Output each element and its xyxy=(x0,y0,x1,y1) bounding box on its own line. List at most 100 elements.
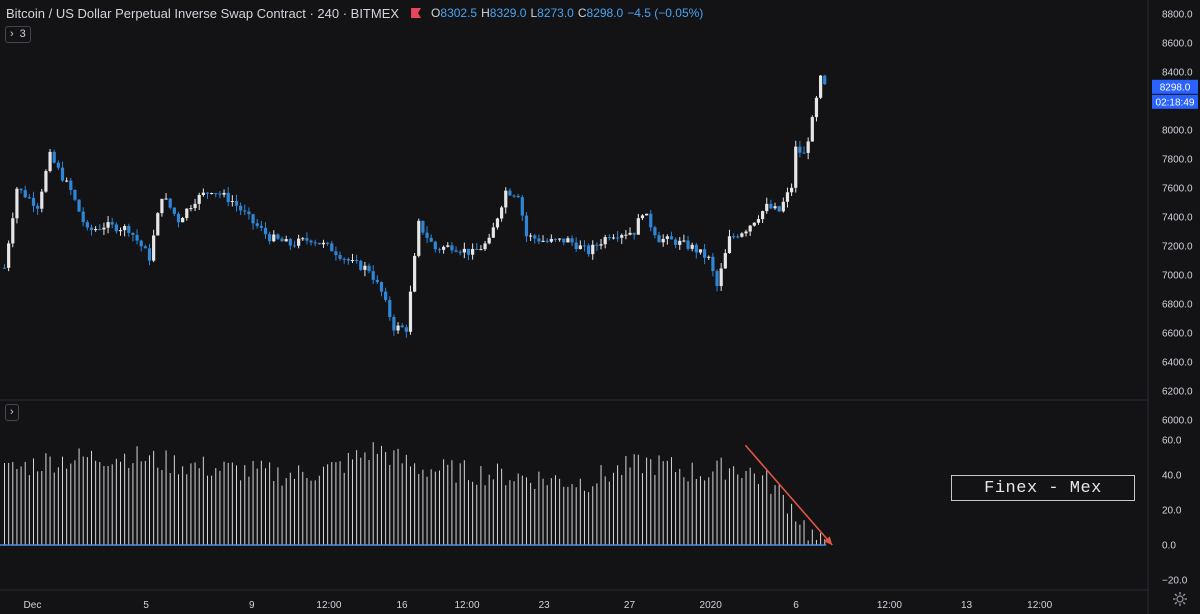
candle-body xyxy=(814,97,819,118)
candle-body xyxy=(562,238,566,243)
symbol-title[interactable]: Bitcoin / US Dollar Perpetual Inverse Sw… xyxy=(6,5,400,21)
price-tick-label: 7400.0 xyxy=(1162,213,1193,224)
candle-body xyxy=(678,240,682,245)
indicators-toggle-button[interactable]: › 3 xyxy=(5,26,31,43)
candle-body xyxy=(665,236,669,239)
price-tick-label: 8800.0 xyxy=(1162,10,1193,21)
candle-body xyxy=(2,267,7,269)
candle-body xyxy=(756,219,761,223)
candle-body xyxy=(785,192,790,202)
candle-body xyxy=(164,198,168,200)
candle-body xyxy=(417,220,421,256)
candle-body xyxy=(433,241,437,250)
candle-body xyxy=(65,180,69,182)
candle-body xyxy=(56,162,60,168)
candle-body xyxy=(342,258,346,260)
candle-body xyxy=(98,229,102,231)
candle-body xyxy=(446,245,450,247)
candle-body xyxy=(305,238,309,241)
candle-body xyxy=(603,237,607,245)
candle-body xyxy=(156,213,160,236)
candle-body xyxy=(483,243,487,250)
candle-body xyxy=(545,240,549,242)
price-tick-label: 7200.0 xyxy=(1162,242,1193,253)
candle-body xyxy=(239,205,243,211)
candle-body xyxy=(818,75,823,98)
candle-body xyxy=(276,234,280,239)
candle-body xyxy=(773,206,777,209)
flag-icon[interactable] xyxy=(411,8,422,18)
price-tick-label: 8400.0 xyxy=(1162,68,1193,79)
chart-header: Bitcoin / US Dollar Perpetual Inverse Sw… xyxy=(6,5,707,21)
trend-arrow-head xyxy=(823,536,833,545)
annotation-label[interactable]: Finex - Mex xyxy=(951,475,1135,501)
pane-toggle-button[interactable]: › xyxy=(5,404,19,421)
candle-body xyxy=(823,75,827,85)
chevron-right-icon: › xyxy=(10,406,14,418)
candle-body xyxy=(636,218,640,235)
candle-body xyxy=(292,245,297,247)
time-tick-label: 23 xyxy=(539,600,551,611)
candle-body xyxy=(810,117,814,142)
candle-body xyxy=(193,203,197,209)
countdown-tag xyxy=(1152,94,1198,109)
candle-body xyxy=(732,236,736,238)
candle-body xyxy=(321,242,326,245)
candle-body xyxy=(674,239,678,245)
candle-body xyxy=(268,234,272,242)
candle-body xyxy=(44,171,48,192)
candle-body xyxy=(346,258,350,261)
candle-body xyxy=(628,232,632,235)
candle-body xyxy=(355,260,359,262)
candle-body xyxy=(118,230,123,232)
candle-body xyxy=(429,237,433,242)
candle-body xyxy=(60,167,65,181)
candle-body xyxy=(520,197,524,216)
time-tick-label: 6 xyxy=(793,600,799,611)
candle-body xyxy=(549,238,553,242)
candle-body xyxy=(437,249,442,251)
candle-body xyxy=(367,265,371,272)
candle-body xyxy=(553,238,558,240)
candle-body xyxy=(591,244,595,255)
candle-body xyxy=(806,141,810,153)
time-tick-label: 12:00 xyxy=(1027,600,1052,611)
candle-body xyxy=(189,208,193,210)
time-tick-label: 27 xyxy=(624,600,636,611)
gear-icon[interactable] xyxy=(1172,591,1188,607)
candle-body xyxy=(723,253,727,269)
high-readout: H8329.0 xyxy=(481,6,527,20)
time-tick-label: 13 xyxy=(961,600,973,611)
candle-body xyxy=(102,227,106,230)
candle-body xyxy=(578,245,582,250)
candle-body xyxy=(384,291,388,300)
candle-body xyxy=(73,190,77,200)
close-readout: C8298.0 xyxy=(577,6,624,20)
candle-body xyxy=(669,236,674,240)
price-tick-label: 6200.0 xyxy=(1162,387,1193,398)
candle-body xyxy=(48,151,52,172)
candle-body xyxy=(504,190,508,208)
candle-body xyxy=(135,234,139,241)
candle-body xyxy=(761,211,765,220)
candle-body xyxy=(247,211,251,215)
candle-body xyxy=(777,206,781,212)
candle-body xyxy=(570,238,574,243)
candle-body xyxy=(698,249,703,253)
candle-body xyxy=(500,207,504,219)
candle-body xyxy=(487,237,491,244)
candle-body xyxy=(272,234,276,242)
candle-body xyxy=(243,210,247,212)
candle-body xyxy=(201,192,205,195)
candle-body xyxy=(682,240,686,242)
candle-body xyxy=(466,248,471,255)
candle-body xyxy=(694,244,698,253)
candle-body xyxy=(94,229,98,231)
candle-body xyxy=(661,238,665,243)
candle-body xyxy=(690,244,694,249)
candle-body xyxy=(599,244,603,246)
candle-body xyxy=(508,190,512,196)
candle-body xyxy=(147,248,152,261)
candle-body xyxy=(736,236,740,238)
